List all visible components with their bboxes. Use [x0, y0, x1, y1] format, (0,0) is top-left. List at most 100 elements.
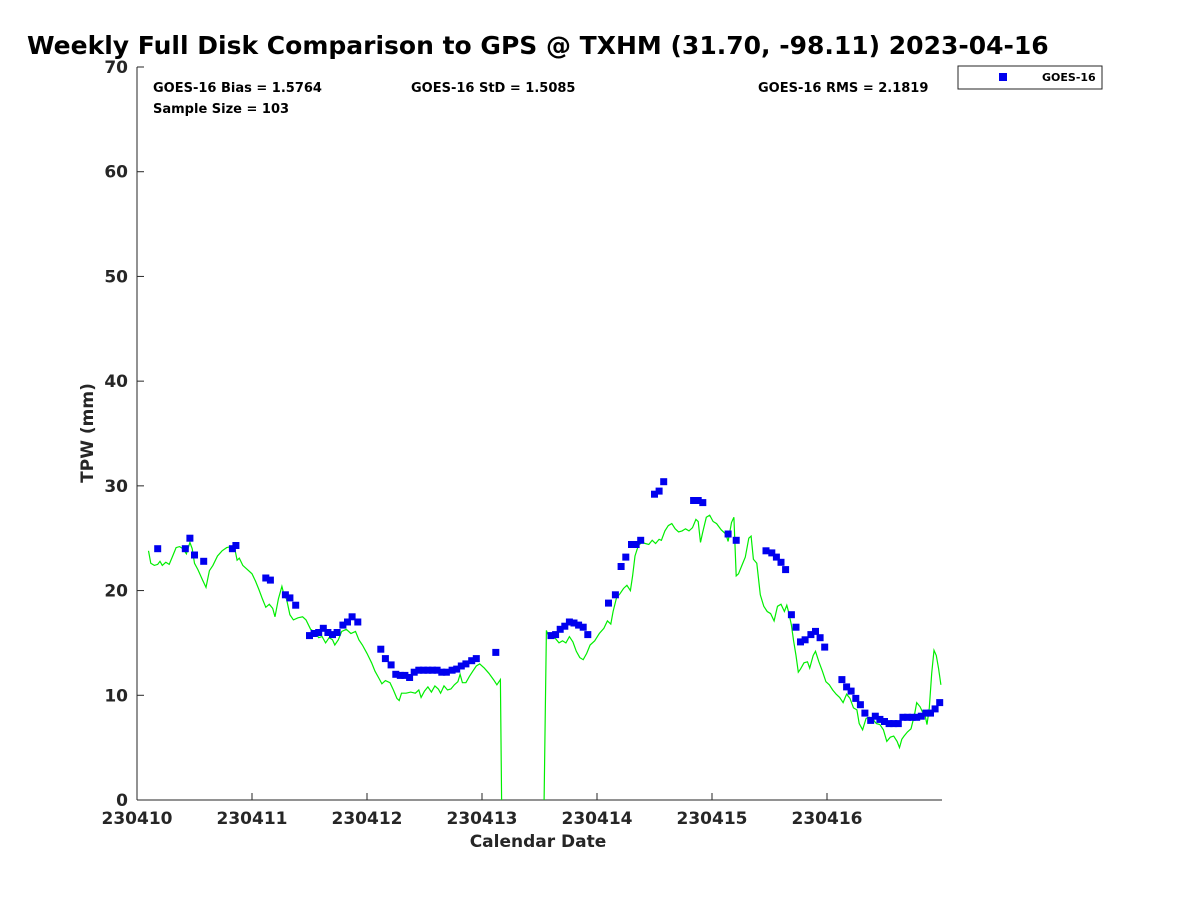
goes16-data-point — [605, 599, 612, 607]
goes16-data-point — [424, 666, 432, 674]
goes16-data-point — [579, 623, 587, 631]
sample-size-stat: Sample Size = 103 — [153, 102, 289, 117]
y-tick-label: 10 — [104, 686, 128, 706]
goes16-data-point — [232, 542, 240, 549]
goes16-data-point — [792, 623, 800, 631]
goes16-data-point — [565, 618, 573, 626]
goes16-data-point — [433, 666, 441, 674]
goes16-data-point — [472, 655, 480, 663]
goes16-data-point — [768, 549, 776, 557]
goes16-data-point — [154, 545, 162, 553]
goes16-data-point — [354, 618, 362, 626]
goes16-data-point — [660, 478, 668, 486]
goes16-data-point — [867, 716, 875, 724]
goes16-data-point — [570, 619, 578, 627]
bias-stat: GOES-16 Bias = 1.5764 — [153, 81, 322, 96]
goes16-data-point — [838, 676, 846, 684]
goes16-data-point — [917, 712, 925, 720]
goes16-data-point — [462, 660, 470, 668]
goes16-data-point — [292, 601, 300, 609]
goes16-data-point — [429, 666, 436, 674]
goes16-data-point — [690, 497, 698, 504]
goes16-data-point — [637, 536, 645, 544]
goes16-data-point — [324, 629, 332, 636]
legend-label-goes16: GOES-16 — [1042, 71, 1096, 84]
goes16-data-point — [908, 713, 916, 721]
gps-tpw-line-segment — [543, 514, 942, 801]
rms-stat: GOES-16 RMS = 2.1819 — [758, 81, 928, 96]
goes16-data-point — [816, 634, 824, 642]
goes16-data-point — [419, 666, 427, 674]
goes16-data-point — [876, 715, 884, 723]
goes16-data-point — [468, 657, 476, 665]
goes16-data-point — [931, 705, 939, 713]
goes16-data-point — [852, 694, 860, 702]
x-tick-label: 230414 — [562, 809, 633, 829]
goes16-data-point — [894, 720, 902, 728]
goes16-data-point — [339, 621, 347, 629]
goes16-data-point — [885, 720, 893, 728]
goes16-data-point — [584, 631, 592, 639]
goes16-data-point — [262, 574, 270, 582]
goes16-data-point — [772, 553, 780, 561]
y-tick-label: 30 — [104, 477, 128, 497]
goes16-data-point — [856, 701, 864, 709]
goes16-data-point — [442, 668, 450, 676]
goes16-data-point — [348, 613, 356, 621]
goes16-data-point — [266, 576, 274, 584]
goes16-data-point — [821, 643, 829, 651]
chart-title: Weekly Full Disk Comparison to GPS @ TXH… — [27, 31, 1049, 60]
goes16-data-point — [306, 632, 313, 640]
x-tick-label: 230411 — [217, 809, 288, 829]
y-tick-label: 70 — [104, 58, 128, 78]
y-tick-label: 60 — [104, 163, 128, 183]
goes16-data-point — [575, 621, 583, 629]
goes16-data-point — [913, 713, 921, 721]
goes16-data-point — [492, 648, 500, 656]
goes16-data-point — [200, 557, 208, 565]
y-axis-label: TPW (mm) — [78, 383, 98, 483]
x-tick-label: 230410 — [102, 809, 173, 829]
x-ticks: 230410 230411 230412 230413 230414 230415 2304… — [102, 793, 863, 829]
goes16-data-point — [396, 671, 404, 679]
goes16-data-point — [286, 594, 294, 602]
goes16-data-point — [319, 624, 327, 632]
legend-marker-goes16 — [999, 73, 1007, 81]
x-tick-label: 230412 — [332, 809, 403, 829]
goes16-data-point — [401, 671, 409, 679]
y-tick-label: 40 — [104, 372, 128, 392]
goes16-data-point — [694, 497, 702, 504]
y-ticks: 0 10 20 30 40 50 60 70 — [104, 58, 144, 811]
goes16-data-point — [861, 709, 869, 717]
goes16-data-point — [617, 563, 625, 570]
goes16-data-point — [899, 713, 907, 721]
goes16-data-point — [453, 665, 461, 673]
goes16-data-point — [410, 668, 418, 676]
goes16-data-point — [310, 630, 318, 637]
goes16-data-point — [392, 670, 400, 678]
y-tick-label: 50 — [104, 267, 128, 287]
legend-box — [957, 65, 1103, 90]
goes16-data-point — [787, 611, 795, 619]
x-tick-label: 230415 — [677, 809, 748, 829]
goes16-data-point — [922, 709, 930, 717]
goes16-data-point — [890, 720, 898, 728]
goes16-data-point — [381, 655, 389, 663]
goes16-data-point — [807, 631, 815, 639]
goes16-data-point — [377, 645, 385, 653]
goes16-data-point — [457, 662, 465, 670]
goes16-data-point — [762, 547, 770, 555]
goes16-data-point — [181, 545, 189, 553]
goes16-data-point — [622, 553, 630, 561]
goes16-data-point — [333, 629, 341, 636]
goes16-data-point — [904, 713, 911, 721]
axes — [136, 67, 942, 801]
goes16-data-point — [186, 534, 194, 542]
goes16-data-point — [415, 666, 423, 674]
x-tick-label: 230416 — [792, 809, 863, 829]
goes16-data-point — [406, 674, 414, 681]
goes16-data-point — [552, 631, 560, 639]
goes16-data-point — [628, 541, 635, 548]
goes16-data-point — [797, 638, 804, 646]
